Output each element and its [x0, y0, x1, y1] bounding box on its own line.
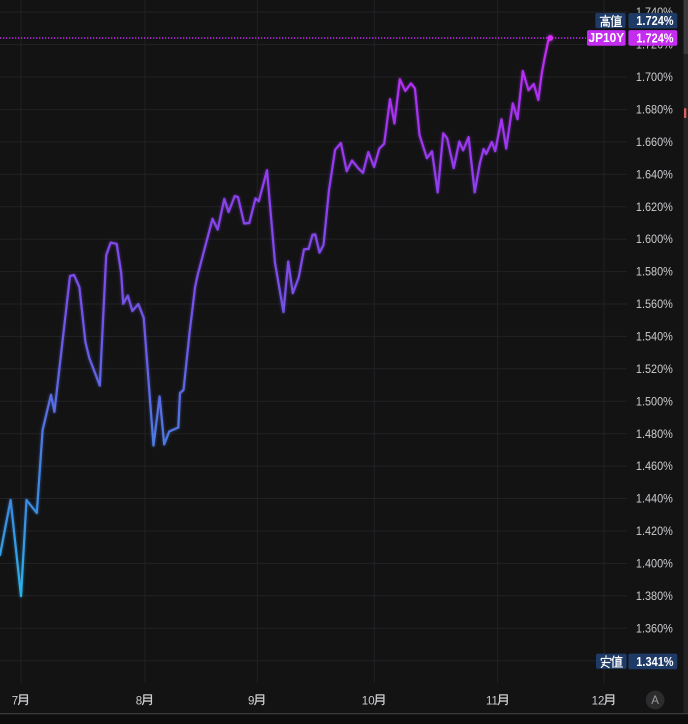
svg-text:1.640%: 1.640% — [636, 167, 673, 181]
svg-text:9: 9 — [248, 696, 254, 708]
svg-text:1.540%: 1.540% — [636, 330, 673, 344]
svg-text:1.724%: 1.724% — [636, 31, 673, 45]
svg-text:1.560%: 1.560% — [636, 297, 673, 311]
svg-text:1.460%: 1.460% — [636, 459, 673, 473]
svg-text:1.480%: 1.480% — [636, 427, 673, 441]
svg-text:11: 11 — [486, 696, 498, 708]
svg-text:1.360%: 1.360% — [636, 621, 673, 635]
svg-text:1.600%: 1.600% — [636, 232, 673, 246]
svg-text:1.724%: 1.724% — [636, 14, 673, 28]
svg-text:JP10Y: JP10Y — [589, 31, 625, 45]
svg-text:1.700%: 1.700% — [636, 70, 673, 84]
svg-text:1.580%: 1.580% — [636, 265, 673, 279]
svg-text:1.380%: 1.380% — [636, 589, 673, 603]
svg-text:12: 12 — [592, 696, 605, 708]
svg-text:1.620%: 1.620% — [636, 200, 673, 214]
svg-text:A: A — [651, 695, 659, 707]
svg-text:8: 8 — [136, 696, 142, 708]
svg-text:1.660%: 1.660% — [636, 135, 673, 149]
svg-text:1.420%: 1.420% — [636, 524, 673, 538]
svg-text:1.440%: 1.440% — [636, 492, 673, 506]
svg-text:10: 10 — [362, 696, 375, 708]
svg-text:1.520%: 1.520% — [636, 362, 673, 376]
svg-text:1.500%: 1.500% — [636, 394, 673, 408]
svg-text:7: 7 — [12, 696, 18, 708]
svg-text:1.341%: 1.341% — [636, 655, 673, 669]
svg-text:1.680%: 1.680% — [636, 103, 673, 117]
svg-text:1.400%: 1.400% — [636, 557, 673, 571]
